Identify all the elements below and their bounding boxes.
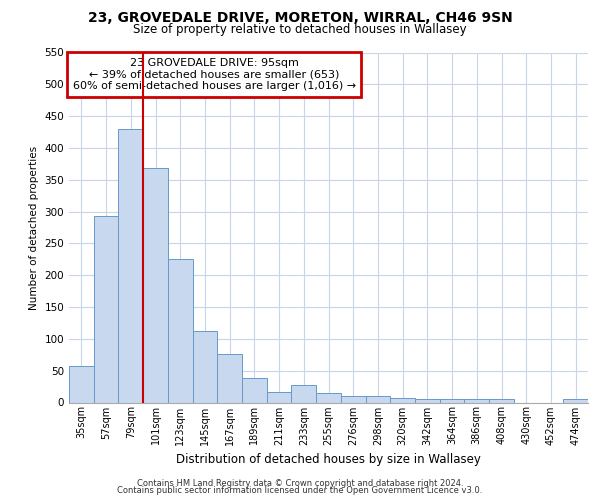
Bar bbox=[563, 400, 588, 402]
Bar bbox=[143, 168, 168, 402]
Bar bbox=[118, 129, 143, 402]
Bar bbox=[242, 378, 267, 402]
Text: 23 GROVEDALE DRIVE: 95sqm
← 39% of detached houses are smaller (653)
60% of semi: 23 GROVEDALE DRIVE: 95sqm ← 39% of detac… bbox=[73, 58, 356, 91]
Bar bbox=[69, 366, 94, 403]
Bar bbox=[193, 330, 217, 402]
Bar bbox=[168, 258, 193, 402]
Bar bbox=[341, 396, 365, 402]
Bar bbox=[316, 393, 341, 402]
Bar bbox=[390, 398, 415, 402]
Bar bbox=[489, 400, 514, 402]
Bar bbox=[267, 392, 292, 402]
Text: 23, GROVEDALE DRIVE, MORETON, WIRRAL, CH46 9SN: 23, GROVEDALE DRIVE, MORETON, WIRRAL, CH… bbox=[88, 11, 512, 25]
Bar bbox=[292, 386, 316, 402]
Text: Contains public sector information licensed under the Open Government Licence v3: Contains public sector information licen… bbox=[118, 486, 482, 495]
Text: Size of property relative to detached houses in Wallasey: Size of property relative to detached ho… bbox=[133, 22, 467, 36]
Bar bbox=[365, 396, 390, 402]
Bar bbox=[464, 400, 489, 402]
Text: Contains HM Land Registry data © Crown copyright and database right 2024.: Contains HM Land Registry data © Crown c… bbox=[137, 478, 463, 488]
Bar bbox=[94, 216, 118, 402]
Bar bbox=[415, 400, 440, 402]
Y-axis label: Number of detached properties: Number of detached properties bbox=[29, 146, 39, 310]
Bar bbox=[440, 400, 464, 402]
X-axis label: Distribution of detached houses by size in Wallasey: Distribution of detached houses by size … bbox=[176, 453, 481, 466]
Bar bbox=[217, 354, 242, 403]
